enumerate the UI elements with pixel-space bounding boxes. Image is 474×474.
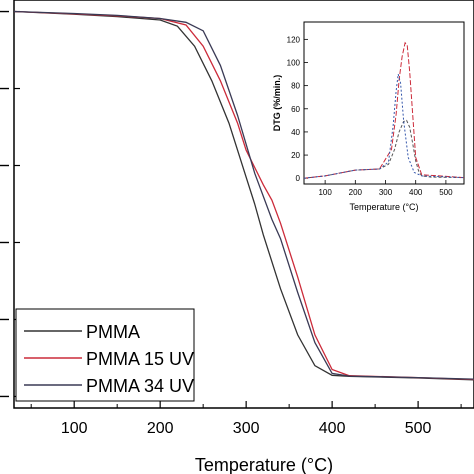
x-tick-label: 500 [405,420,432,437]
inset-x-tick-label: 400 [409,188,423,197]
x-tick-label: 200 [147,420,174,437]
inset-x-tick-label: 200 [349,188,363,197]
series-line-3 [13,10,474,380]
main-plot-frame [13,0,474,409]
inset-x-tick-label: 100 [318,188,332,197]
inset-x-axis-label: Temperature (°C) [349,202,418,212]
legend-label-3: PMMA 34 UV [86,376,194,396]
legend-label-2: PMMA 15 UV [86,349,194,369]
inset-frame [303,21,465,185]
inset-y-axis-label: DTG (%/min.) [272,75,282,132]
inset-y-tick-label: 60 [291,105,300,114]
dtg-inset-plot: 100 200 300 400 500 0 20 40 60 80 100 120 Temperatur… [272,21,465,212]
inset-x-tick-label: 500 [439,188,453,197]
inset-series-line-3 [303,73,465,179]
inset-y-tick-label: 100 [287,59,301,68]
x-tick-label: 400 [319,420,346,437]
inset-y-tick-label: 40 [291,128,300,137]
series-line-1 [13,10,474,381]
inset-x-tick-label: 300 [379,188,393,197]
inset-series-line-1 [303,119,465,179]
legend-label-1: PMMA [86,322,140,342]
inset-y-tick-label: 20 [291,151,300,160]
legend: PMMA PMMA 15 UV PMMA 34 UV [15,308,195,402]
x-tick-label: 300 [233,420,260,437]
inset-y-tick-label: 120 [287,35,301,44]
x-tick-label: 100 [61,420,88,437]
inset-y-tick-label: 80 [291,82,300,91]
x-axis-label: Temperature (°C) [195,455,333,474]
inset-y-tick-label: 0 [296,174,301,183]
